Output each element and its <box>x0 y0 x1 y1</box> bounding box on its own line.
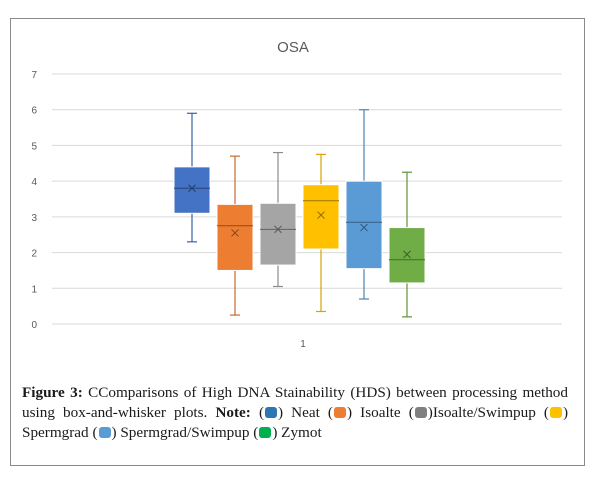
figure-label: Figure 3: <box>22 384 83 401</box>
legend-entry: ()Isoalte/Swimpup <box>400 404 536 421</box>
box-body <box>302 184 340 250</box>
box-neat <box>173 112 211 243</box>
mean-marker <box>403 250 411 259</box>
box-body <box>216 203 254 271</box>
legend-entry: () Neat <box>258 404 320 421</box>
legend-swatch <box>98 427 111 438</box>
legend-entry: () Isoalte <box>319 404 401 421</box>
legend-swatch <box>259 427 272 438</box>
legend-label: Isoalte/Swimpup <box>432 404 536 421</box>
caption-legend: () Neat () Isoalte ()Isoalte/Swimpup () … <box>22 404 568 441</box>
box-isoalte-swimpup <box>259 151 297 288</box>
mean-marker <box>188 184 196 193</box>
y-tick-label: 4 <box>31 177 37 188</box>
legend-swatch <box>265 407 278 418</box>
mean-marker <box>317 211 325 219</box>
note-label: Note: <box>215 404 251 421</box>
mean-marker <box>274 225 282 234</box>
y-tick-label: 6 <box>31 106 37 117</box>
mean-marker <box>231 229 239 237</box>
x-tick-label: 1 <box>300 339 306 350</box>
box-body <box>388 227 426 284</box>
box-body <box>345 180 383 270</box>
legend-label: Spermgrad <box>22 424 89 441</box>
y-tick-label: 7 <box>31 70 37 81</box>
figure-frame <box>10 18 585 466</box>
chart-title: OSA <box>277 39 309 56</box>
box-zymot <box>388 171 426 318</box>
legend-entry: () Zymot <box>249 424 322 441</box>
grid-lines <box>52 73 562 325</box>
y-tick-label: 3 <box>31 213 37 224</box>
box-series <box>173 109 426 318</box>
mean-marker <box>360 223 368 232</box>
box-spermgrad-swimpup <box>345 109 383 300</box>
box-body <box>173 166 211 214</box>
y-tick-label: 5 <box>31 141 37 152</box>
box-isoalte <box>216 155 254 316</box>
legend-label: Spermgrad/Swimpup <box>116 424 250 441</box>
legend-entry: () Spermgrad <box>22 404 569 441</box>
box-body <box>259 202 297 266</box>
figure-caption: Figure 3: CComparisons of High DNA Stain… <box>22 383 568 443</box>
caption-text: CComparisons of High DNA Stainability (H… <box>22 384 568 421</box>
legend-swatch <box>414 407 427 418</box>
legend-label: Zymot <box>277 424 322 441</box>
legend-label: Isoalte <box>352 404 401 421</box>
y-tick-label: 1 <box>31 284 37 295</box>
legend-swatch <box>549 407 562 418</box>
legend-entry: () Spermgrad/Swimpup <box>88 424 250 441</box>
y-axis-ticks: 0 1 2 3 4 5 6 7 <box>31 70 37 331</box>
legend-label: Neat <box>283 404 320 421</box>
y-tick-label: 2 <box>31 249 37 260</box>
y-tick-label: 0 <box>31 320 37 331</box>
legend-swatch <box>334 407 346 418</box>
box-spermgrad <box>302 153 340 313</box>
